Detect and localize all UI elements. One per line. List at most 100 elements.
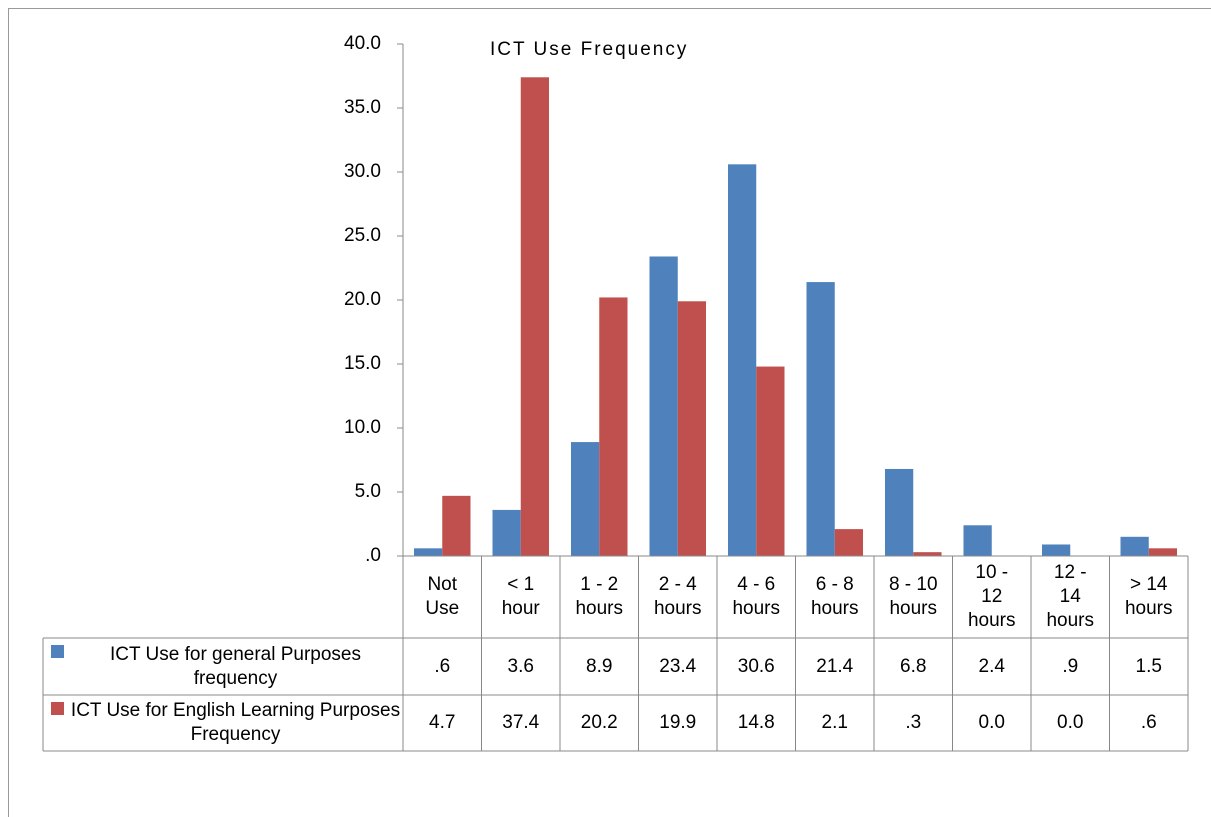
data-label: 21.4 [816,655,854,677]
bar [677,301,707,556]
cell: 1 - 2 hours [560,558,639,636]
bar [884,468,914,556]
cell: .9 [1031,638,1110,695]
table-cell: 1.5 [1110,638,1189,695]
table-cell: < 1 hour [482,558,561,636]
x-tick-label: < 1 hour [501,574,540,619]
bar [727,164,757,556]
bar [1148,548,1178,556]
data-label: .9 [1062,655,1079,677]
data-label: 23.4 [659,655,697,677]
y-tick-label: 40.0 [344,33,381,54]
data-label: 0.0 [1057,712,1084,733]
y-tick-label: 35.0 [344,97,381,118]
bar [806,282,835,556]
cell: 1.5 [1110,638,1189,695]
y-tick-label: .0 [365,545,381,566]
bar [649,256,678,556]
cell: .6 [1110,695,1189,751]
data-label: 8.9 [586,655,613,677]
table-cell: ICT Use for English Learning Purposes Fr… [43,695,403,751]
table-cell: 20.2 [580,712,618,733]
table-cell: ICT Use for general Purposes frequency [43,638,403,695]
cell: 19.9 [639,695,718,751]
cell: 8 - 10 hours [874,558,953,636]
table-cell: 30.6 [717,638,796,695]
cell: 6 - 8 hours [796,558,875,636]
table-cell: > 14 hours [1110,558,1189,636]
y-tick-label: 30.0 [344,161,381,182]
bar [492,509,521,556]
data-label: 2.1 [821,712,848,733]
x-tick-label: 2 - 4 hours [653,574,702,619]
table-cell: 4 - 6 hours [717,558,796,636]
bar [520,77,550,556]
bar [963,525,992,556]
y-tick-label: 20.0 [344,289,381,310]
y-tick-label: 10.0 [344,417,381,438]
cell: 37.4 [482,695,561,751]
legend-key [51,702,64,715]
table-cell: 14.8 [737,712,775,733]
table-cell: Not Use [403,558,482,636]
table-cell: 6 - 8 hours [796,558,875,636]
data-label: 37.4 [502,712,540,733]
table-cell: .6 [1110,695,1189,751]
data-label: 20.2 [580,712,618,733]
table-cell: .9 [1031,638,1110,695]
y-tick-label: 5.0 [355,481,381,502]
cell: 3.6 [482,638,561,695]
table-cell: 2 - 4 hours [639,558,718,636]
bar [1120,536,1149,556]
table-cell: .3 [905,712,921,733]
table-cell: 10 - 12 hours [953,558,1032,636]
x-tick-label: > 14 hours [1124,574,1173,619]
x-tick-label: 1 - 2 hours [575,574,624,619]
y-tick-label: 15.0 [344,353,381,374]
table-cell: 2.1 [821,712,848,733]
table-cell: 0.0 [978,712,1005,733]
bar [756,366,785,556]
cell: < 1 hour [482,558,561,636]
table-cell: 23.4 [659,655,697,677]
data-label: 0.0 [978,712,1005,733]
x-tick-label: Not Use [425,574,460,619]
cell: 4.7 [403,695,482,751]
legend-label: ICT Use for general Purposes frequency [110,643,361,689]
data-label: 4.7 [429,712,456,733]
cell: 2 - 4 hours [639,558,718,636]
bar [570,442,600,556]
table-cell: .6 [434,656,450,677]
x-tick-label: 8 - 10 hours [888,574,938,619]
bar [1041,544,1071,556]
chart-border [8,8,1211,817]
data-label: 30.6 [737,655,775,677]
cell: > 14 hours [1110,558,1189,636]
cell: ICT Use for general Purposes frequency [43,638,403,695]
x-tick-label: 6 - 8 hours [810,574,859,619]
x-tick-label: 12 - 14 hours [1046,562,1095,631]
cell: 10 - 12 hours [953,558,1032,636]
table-cell: 12 - 14 hours [1031,558,1110,636]
table-cell: 8.9 [586,655,613,677]
data-label: 3.6 [507,655,534,677]
cell: Not Use [403,558,482,636]
bar [913,552,942,556]
cell: 12 - 14 hours [1031,558,1110,636]
cell: ICT Use for English Learning Purposes Fr… [43,695,403,751]
table-cell: 37.4 [482,695,561,751]
cell: 4 - 6 hours [717,558,796,636]
legend-label: ICT Use for English Learning Purposes Fr… [70,700,401,745]
data-label: 14.8 [737,712,775,733]
cell: 30.6 [717,638,796,695]
table-cell: 1 - 2 hours [560,558,639,636]
data-label: 6.8 [900,655,927,677]
data-label: 1.5 [1135,655,1162,677]
bar [599,297,628,556]
table-cell: 2.4 [953,638,1032,695]
data-label: 2.4 [978,655,1005,677]
cell: 2.4 [953,638,1032,695]
table-cell: 8 - 10 hours [874,558,953,636]
table-cell: 6.8 [900,655,927,677]
